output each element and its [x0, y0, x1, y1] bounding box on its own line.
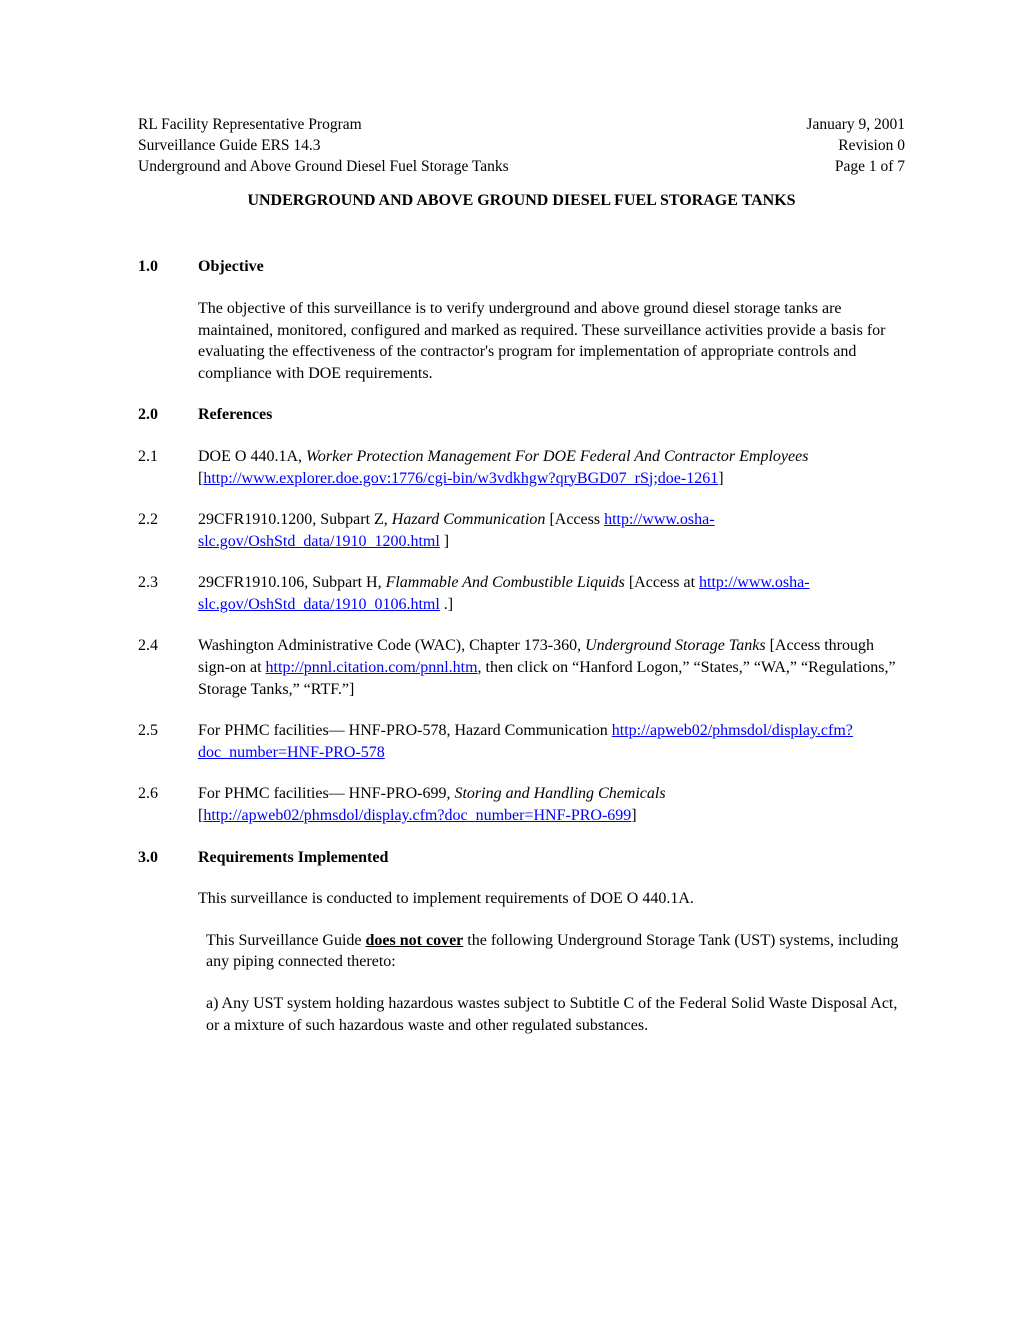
header-revision: Revision 0	[838, 136, 905, 157]
section-2-heading: References	[198, 404, 272, 426]
header-subject: Underground and Above Ground Diesel Fuel…	[138, 157, 509, 178]
ref-2.1-num: 2.1	[138, 446, 198, 489]
ref-2.1-body: DOE O 440.1A, Worker Protection Manageme…	[198, 446, 905, 489]
document-header: RL Facility Representative Program Janua…	[138, 115, 905, 178]
ref-2.3-num: 2.3	[138, 572, 198, 615]
section-1-body: The objective of this surveillance is to…	[198, 298, 905, 384]
ref-2.4-link[interactable]: http://pnnl.citation.com/pnnl.htm	[266, 659, 478, 676]
ref-2.3-body: 29CFR1910.106, Subpart H, Flammable And …	[198, 572, 905, 615]
ref-2.6-num: 2.6	[138, 783, 198, 826]
ref-2.6-link[interactable]: http://apweb02/phmsdol/display.cfm?doc_n…	[203, 807, 631, 824]
ref-2.4-body: Washington Administrative Code (WAC), Ch…	[198, 635, 905, 700]
section-2-num: 2.0	[138, 404, 198, 426]
section-3-heading: Requirements Implemented	[198, 847, 388, 869]
section-1-heading: Objective	[198, 256, 264, 278]
section-1-num: 1.0	[138, 256, 198, 278]
ref-2.4-num: 2.4	[138, 635, 198, 700]
ref-2.6-body: For PHMC facilities— HNF-PRO-699, Storin…	[198, 783, 905, 826]
ref-2.5-body: For PHMC facilities— HNF-PRO-578, Hazard…	[198, 720, 905, 763]
ref-2.5-num: 2.5	[138, 720, 198, 763]
header-guide: Surveillance Guide ERS 14.3	[138, 136, 321, 157]
header-program: RL Facility Representative Program	[138, 115, 362, 136]
ref-2.2-num: 2.2	[138, 509, 198, 552]
section-3-p2: This Surveillance Guide does not cover t…	[206, 930, 905, 973]
header-date: January 9, 2001	[806, 115, 905, 136]
ref-2.1-link[interactable]: http://www.explorer.doe.gov:1776/cgi-bin…	[203, 470, 718, 487]
document-title: UNDERGROUND AND ABOVE GROUND DIESEL FUEL…	[138, 190, 905, 212]
section-3-num: 3.0	[138, 847, 198, 869]
header-page: Page 1 of 7	[835, 157, 905, 178]
section-3-p1: This surveillance is conducted to implem…	[198, 888, 905, 910]
section-3-p3: a) Any UST system holding hazardous wast…	[206, 993, 905, 1036]
ref-2.2-body: 29CFR1910.1200, Subpart Z, Hazard Commun…	[198, 509, 905, 552]
